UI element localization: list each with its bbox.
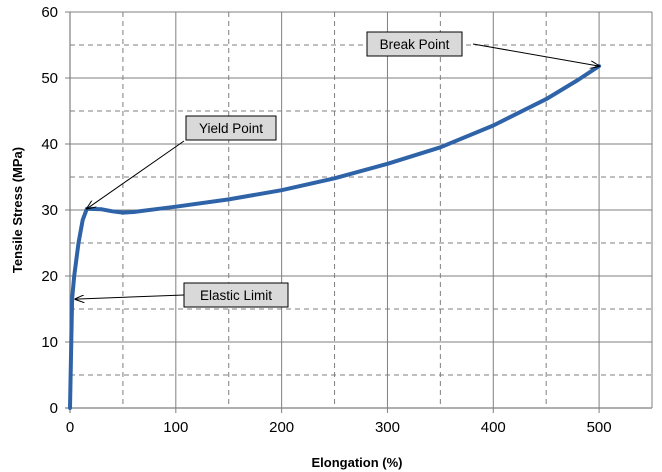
x-tick-label: 100 [163,419,188,436]
annotation-box [185,115,277,141]
series-line [68,64,602,410]
y-tick-label: 50 [41,70,58,87]
x-tick-label: 300 [375,419,400,436]
y-tick-label: 40 [41,136,58,153]
annotation-arrow [472,43,599,66]
annotation-box [183,282,289,308]
y-axis-title: Tensile Stress (MPa) [10,147,25,273]
series [68,64,602,410]
y-tick-label: 20 [41,268,58,285]
x-tick-label: 200 [269,419,294,436]
annotation-label: Break Point [380,37,450,52]
grid [70,11,653,408]
y-tick-label: 60 [41,4,58,21]
annotations: Break Point Yield Point Elastic Limit [75,31,599,308]
y-tick-label: 30 [41,202,58,219]
axes [65,11,652,413]
y-tick-label: 10 [41,334,58,351]
y-tick-label: 0 [50,400,58,417]
annotation-arrow [87,140,185,209]
x-axis-title: Elongation (%) [312,455,403,470]
x-tick-label: 400 [481,419,506,436]
annotation-label: Yield Point [199,121,263,136]
annotation-box [366,31,463,57]
annotation-arrow [75,294,185,299]
x-tick-label: 0 [66,419,74,436]
x-tick-label: 500 [587,419,612,436]
tick-labels: 0 10 20 30 40 50 60 0 100 200 300 400 500 [41,4,611,436]
annotation-label: Elastic Limit [200,288,272,303]
